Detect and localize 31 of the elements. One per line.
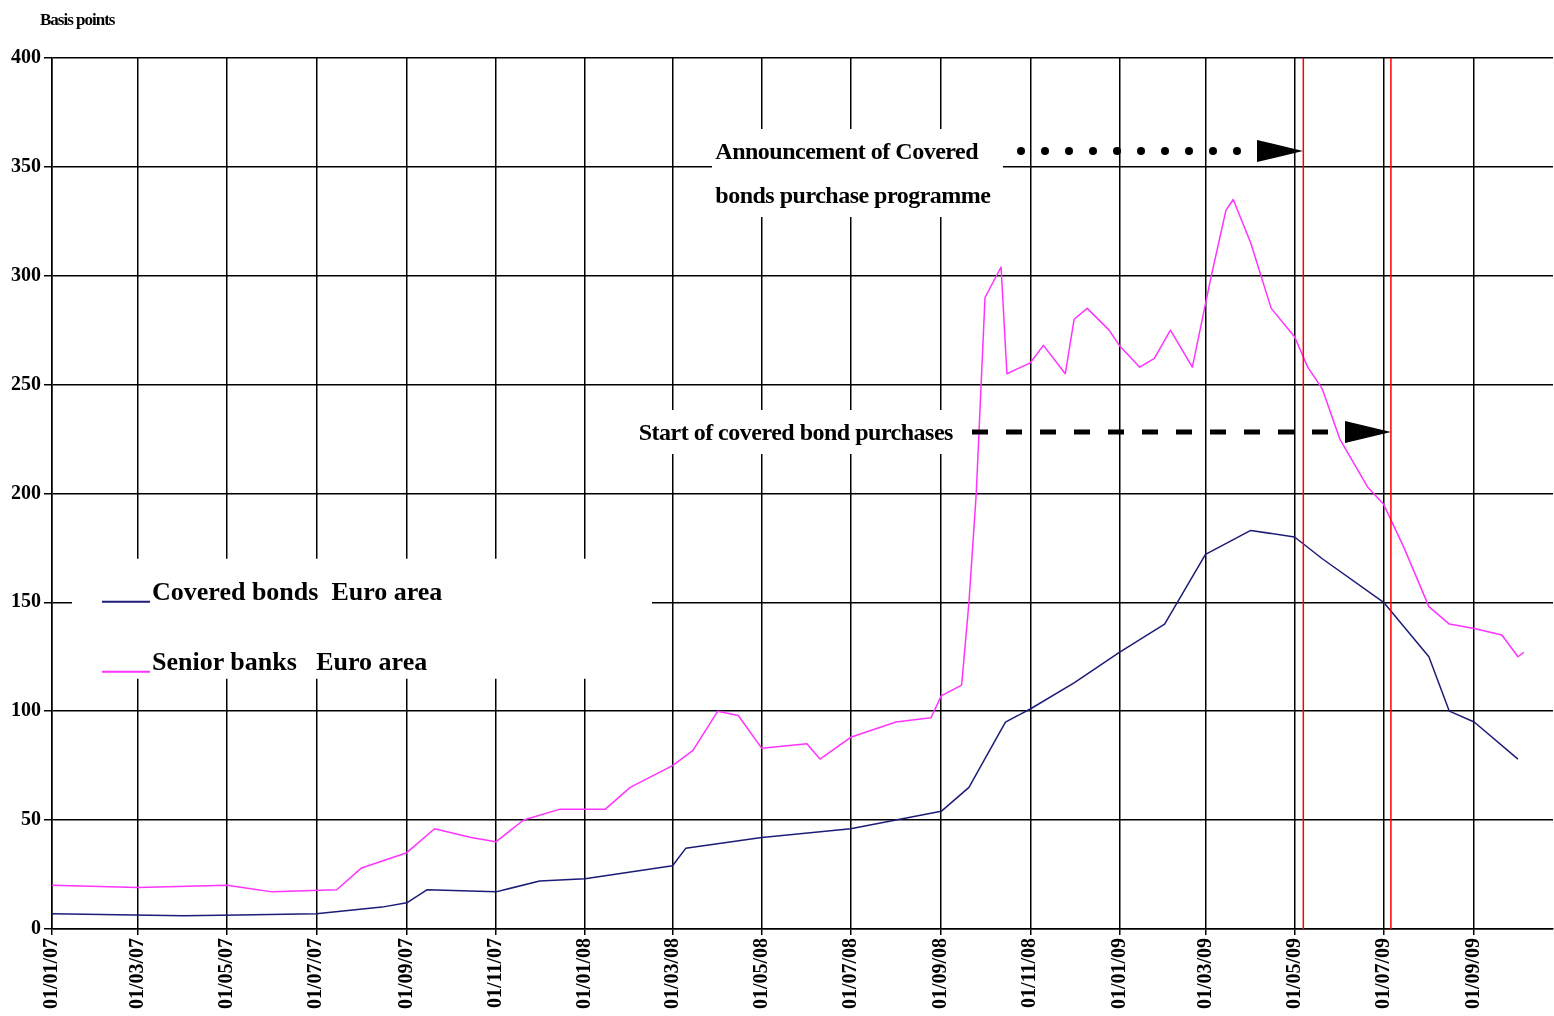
legend-label: Senior banks Euro area	[152, 647, 428, 677]
y-tick-label: 300	[11, 262, 41, 285]
y-axis-title: Basis points	[40, 10, 115, 30]
annotation: Start of covered bond purchases	[635, 410, 956, 455]
x-tick-label: 01/09/07	[393, 937, 416, 1010]
legend-label: Covered bonds Euro area	[152, 577, 443, 607]
x-tick-label: 01/07/07	[303, 937, 326, 1010]
y-tick-label: 100	[11, 698, 41, 721]
y-tick-label: 250	[11, 371, 41, 394]
y-tick-label: 200	[11, 480, 41, 503]
x-tick-label: 01/11/07	[483, 937, 506, 1008]
y-tick-label: 150	[11, 589, 41, 612]
x-tick-label: 01/05/07	[214, 937, 237, 1010]
x-tick-label: 01/09/09	[1461, 937, 1484, 1010]
y-tick-label: 400	[11, 45, 41, 68]
x-tick-label: 01/11/08	[1017, 937, 1040, 1008]
x-tick-label: 01/05/08	[748, 937, 771, 1010]
x-tick-label: 01/07/09	[1370, 937, 1393, 1010]
y-tick-label: 350	[11, 154, 41, 177]
x-tick-label: 01/01/08	[572, 937, 595, 1010]
y-tick-label: 50	[21, 807, 41, 830]
x-tick-label: 01/03/07	[125, 937, 148, 1010]
x-tick-label: 01/09/08	[928, 937, 951, 1010]
x-tick-label: 01/05/09	[1281, 937, 1304, 1010]
x-tick-label: 01/07/08	[837, 937, 860, 1010]
x-tick-label: 01/03/09	[1192, 937, 1215, 1010]
x-tick-label: 01/03/08	[659, 937, 682, 1010]
x-tick-label: 01/01/07	[39, 937, 62, 1010]
y-tick-label: 0	[31, 916, 41, 939]
x-tick-label: 01/01/09	[1106, 937, 1129, 1010]
annotation: Announcement of Covered bonds purchase programme	[712, 129, 1004, 218]
